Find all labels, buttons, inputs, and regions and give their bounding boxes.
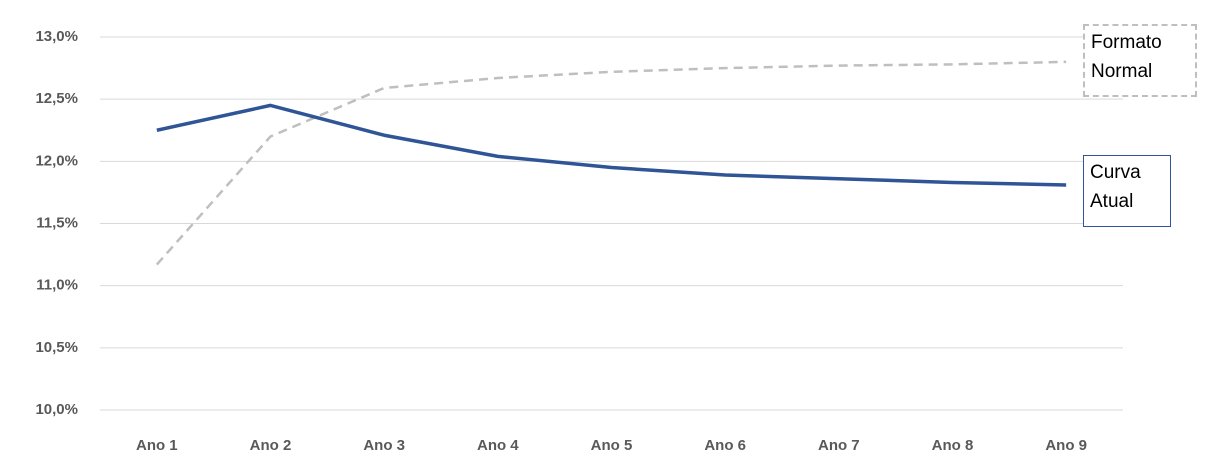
x-tick-label: Ano 8 <box>932 437 974 454</box>
y-tick-label: 11,5% <box>36 214 78 231</box>
legend-label: Formato Normal <box>1083 24 1197 97</box>
legend-label: Curva Atual <box>1083 155 1171 227</box>
y-tick-label: 10,0% <box>35 401 78 418</box>
y-tick-label: 11,0% <box>36 277 78 294</box>
x-tick-label: Ano 4 <box>477 437 519 454</box>
x-tick-label: Ano 2 <box>250 437 292 454</box>
line-series <box>156 103 1067 187</box>
x-tick-label: Ano 6 <box>704 437 746 454</box>
x-tick-label: Ano 9 <box>1045 437 1087 454</box>
y-tick-label: 10,5% <box>35 339 78 356</box>
x-tick-label: Ano 3 <box>363 437 405 454</box>
y-tick-label: 13,0% <box>35 28 78 45</box>
x-tick-label: Ano 7 <box>818 437 860 454</box>
y-tick-label: 12,5% <box>35 90 78 107</box>
x-tick-label: Ano 1 <box>136 437 178 454</box>
line-series <box>155 60 1067 266</box>
y-tick-label: 12,0% <box>35 152 78 169</box>
x-tick-label: Ano 5 <box>591 437 633 454</box>
